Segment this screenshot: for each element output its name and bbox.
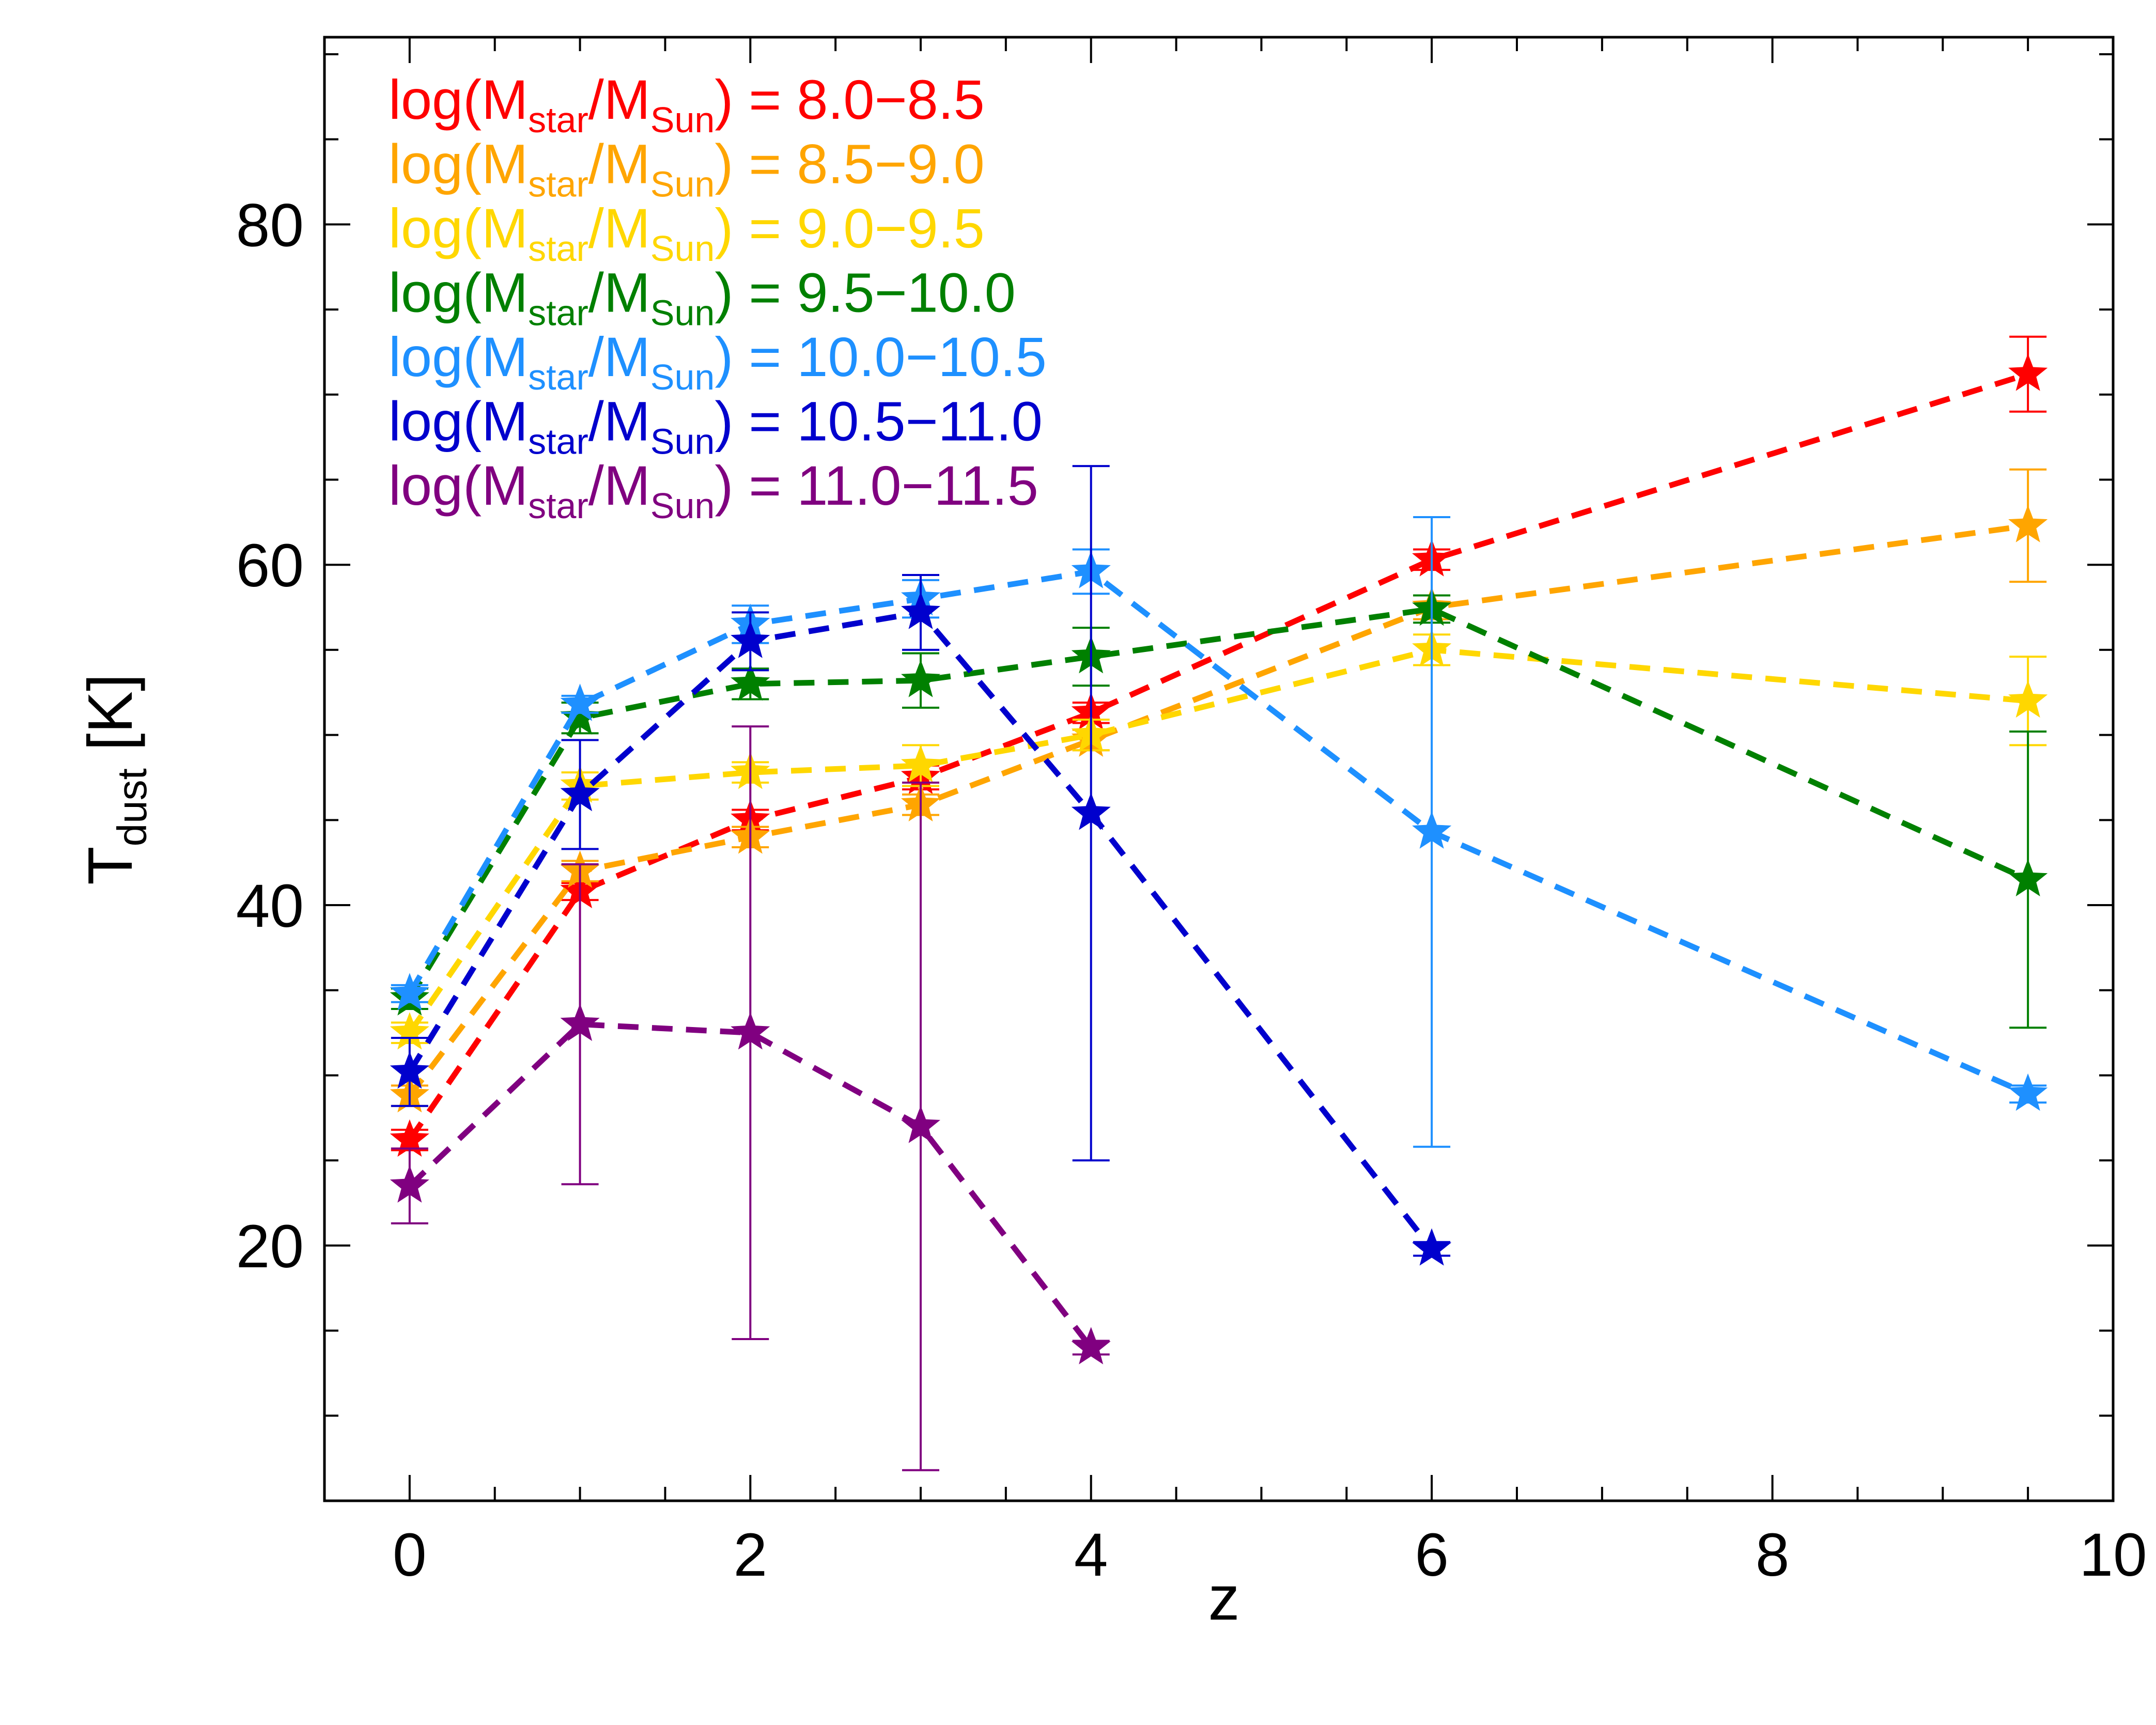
data-point (2008, 680, 2048, 718)
plot-frame (323, 36, 2115, 1502)
data-point (901, 744, 940, 783)
legend-entry: log(Mstar/MSun) = 10.5−11.0 (389, 390, 1043, 462)
legend-entry: log(Mstar/MSun) = 8.5−9.0 (389, 133, 985, 205)
x-tick-label: 4 (1074, 1521, 1108, 1589)
x-tick-label: 2 (733, 1521, 767, 1589)
data-point (560, 683, 600, 721)
data-point (390, 973, 429, 1011)
legend-entry: log(Mstar/MSun) = 11.0−11.5 (389, 454, 1038, 526)
data-point (390, 1051, 429, 1089)
data-point (901, 592, 940, 629)
data-point (560, 773, 600, 812)
series-6 (390, 725, 1111, 1471)
data-point (1071, 792, 1111, 830)
x-tick-label: 0 (393, 1521, 427, 1589)
data-point (560, 1003, 600, 1041)
y-axis-label: Tdust [K] (75, 674, 155, 885)
data-point (390, 1165, 429, 1203)
x-tick-label: 6 (1415, 1521, 1449, 1589)
x-tick-label: 8 (1756, 1521, 1790, 1589)
data-point (2008, 859, 2048, 896)
y-tick-label: 80 (236, 191, 304, 259)
legend-entry: log(Mstar/MSun) = 8.0−8.5 (389, 68, 985, 140)
data-point (731, 663, 770, 701)
data-point (2008, 353, 2048, 391)
legend: log(Mstar/MSun) = 8.0−8.5log(Mstar/MSun)… (389, 68, 1047, 526)
ticks-layer (323, 37, 2114, 1502)
data-point (901, 660, 940, 697)
legend-entry: log(Mstar/MSun) = 9.5−10.0 (389, 261, 1016, 333)
y-tick-label: 20 (236, 1213, 304, 1281)
labels-layer: 0 2 4 6 8 10 20 40 60 80 z Tdust [K] (75, 191, 2147, 1633)
data-point (2008, 1073, 2048, 1111)
legend-entry: log(Mstar/MSun) = 10.0−10.5 (389, 325, 1047, 397)
data-point (731, 620, 770, 658)
series-line (408, 1021, 1094, 1349)
data-point (2008, 505, 2048, 542)
data-point (1412, 811, 1452, 849)
data-point (390, 1119, 429, 1157)
x-axis-label: z (1208, 1563, 1240, 1633)
data-point (1071, 1327, 1111, 1364)
data-point (731, 1012, 770, 1050)
x-tick-label: 10 (2079, 1521, 2147, 1589)
series-layer (390, 335, 2048, 1471)
y-tick-label: 60 (236, 532, 304, 600)
legend-entry: log(Mstar/MSun) = 9.0−9.5 (389, 197, 985, 269)
data-point (1412, 1228, 1452, 1266)
data-point (560, 697, 600, 735)
series-5 (390, 465, 1452, 1266)
data-point (901, 1106, 940, 1143)
data-point (390, 1012, 429, 1050)
y-tick-label: 40 (236, 872, 304, 940)
